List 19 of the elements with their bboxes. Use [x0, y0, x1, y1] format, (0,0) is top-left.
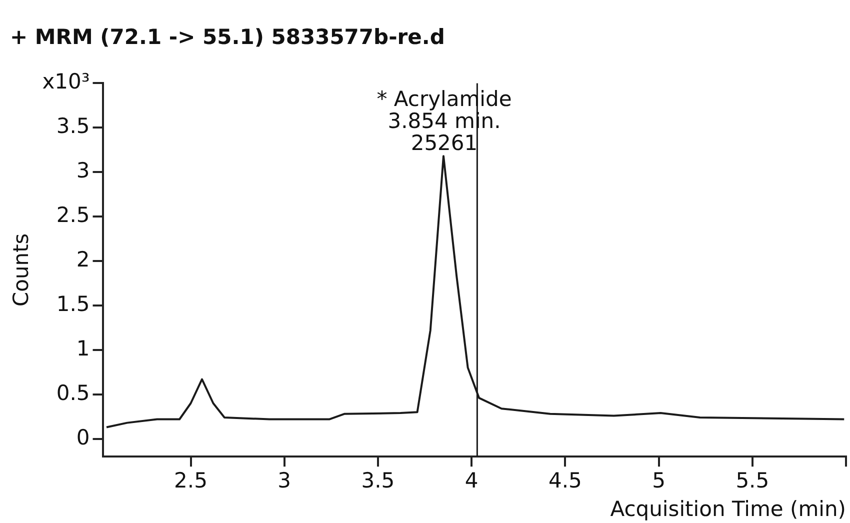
y-tick-label: 0.5 — [56, 380, 90, 405]
x-tick-label: 5 — [652, 468, 666, 493]
x-axis-title: Acquisition Time (min) — [610, 496, 846, 521]
y-axis-title: Counts — [9, 233, 34, 307]
x-tick-label: 3.5 — [361, 468, 395, 493]
x-tick-label: 3 — [278, 468, 292, 493]
chart-title: + MRM (72.1 -> 55.1) 5833577b-re.d — [10, 25, 445, 50]
y-tick-label: 0 — [76, 425, 90, 450]
y-tick-label: 1 — [76, 336, 90, 360]
y-tick-label: 1.5 — [56, 292, 90, 316]
y-tick-label: x10³ — [42, 70, 90, 94]
y-tick-label: 2.5 — [56, 203, 90, 228]
y-tick-label: 3 — [76, 158, 90, 183]
x-tick-label: 5.5 — [736, 468, 770, 493]
x-tick-label: 2.5 — [174, 468, 208, 493]
x-tick-label: 4.5 — [548, 468, 582, 493]
x-tick-label: 4 — [464, 468, 478, 493]
y-tick-label: 2 — [76, 247, 90, 272]
y-tick-label: 3.5 — [56, 114, 90, 138]
